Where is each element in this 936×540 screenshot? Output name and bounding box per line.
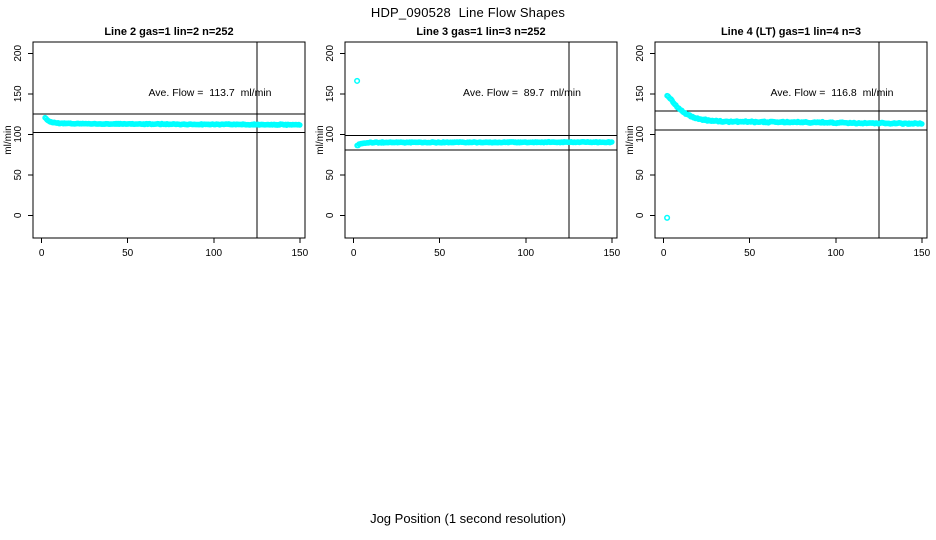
y-tick-label: 0 <box>325 212 336 218</box>
x-tick-label: 50 <box>434 248 446 259</box>
y-tick-label: 0 <box>13 212 24 218</box>
x-tick-label: 100 <box>205 248 222 259</box>
x-axis: 0 50 100 150 <box>351 238 621 259</box>
panel-line-3: Line 3 gas=1 lin=3 n=252 0 50 100 150 0 50 100… <box>312 0 624 290</box>
y-tick-label: 50 <box>325 169 336 181</box>
plot-area: 0 50 100 150 0 50 100 150 200 ml/min <box>625 41 931 259</box>
x-tick-label: 150 <box>603 248 620 259</box>
flow-points <box>354 138 615 149</box>
x-tick-label: 100 <box>827 248 844 259</box>
x-tick-label: 150 <box>291 248 308 259</box>
panel-title: Line 2 gas=1 lin=2 n=252 <box>104 26 234 38</box>
y-axis-title: ml/min <box>3 125 14 154</box>
x-axis-title: Jog Position (1 second resolution) <box>370 511 566 526</box>
y-tick-label: 150 <box>13 85 24 102</box>
plot-box <box>654 41 928 239</box>
y-tick-label: 100 <box>13 126 24 143</box>
x-tick-label: 0 <box>351 248 357 259</box>
y-axis: 0 50 100 150 200 <box>635 45 655 218</box>
x-tick-label: 100 <box>517 248 534 259</box>
figure-title: HDP_090528 Line Flow Shapes <box>370 5 566 20</box>
outlier-point <box>354 77 361 84</box>
y-tick-label: 50 <box>13 169 24 181</box>
y-axis-title: ml/min <box>625 125 636 154</box>
panel-title: Line 3 gas=1 lin=3 n=252 <box>416 26 546 38</box>
y-axis-title: ml/min <box>315 125 326 154</box>
flow-point <box>608 139 615 145</box>
y-tick-label: 200 <box>325 45 336 62</box>
y-tick-label: 200 <box>635 45 646 62</box>
y-tick-label: 200 <box>13 45 24 62</box>
y-tick-label: 150 <box>635 85 646 102</box>
flow-point <box>296 122 303 128</box>
plot-box <box>32 41 306 239</box>
ave-flow-label: Ave. Flow = 116.8 ml/min <box>770 87 894 99</box>
x-tick-label: 150 <box>913 248 930 259</box>
y-axis: 0 50 100 150 200 <box>325 45 345 218</box>
y-tick-label: 0 <box>635 212 646 218</box>
plot-box <box>344 41 618 239</box>
ave-flow-label: Ave. Flow = 89.7 ml/min <box>463 87 581 99</box>
x-axis: 0 50 100 150 <box>39 238 309 259</box>
panel-title: Line 4 (LT) gas=1 lin=4 n=3 <box>720 26 862 38</box>
ave-flow-label: Ave. Flow = 113.7 ml/min <box>148 87 272 99</box>
plot-area: 0 50 100 150 0 50 100 150 200 ml/min <box>315 41 621 259</box>
x-tick-label: 50 <box>744 248 756 259</box>
flow-point <box>918 121 925 127</box>
outlier-point <box>664 214 671 221</box>
flow-points <box>42 114 303 128</box>
x-tick-label: 0 <box>39 248 45 259</box>
panel-line-4: Line 4 (LT) gas=1 lin=4 n=3 0 50 100 150 0 50… <box>622 0 934 290</box>
y-tick-label: 50 <box>635 169 646 181</box>
x-tick-label: 0 <box>661 248 667 259</box>
x-tick-label: 50 <box>122 248 134 259</box>
x-axis: 0 50 100 150 <box>661 238 931 259</box>
panel-line-2: Line 2 gas=1 lin=2 n=252 0 50 100 150 0 50 100… <box>0 0 312 290</box>
plot-area: 0 50 100 150 0 50 100 150 200 ml/min <box>3 41 309 259</box>
y-tick-label: 100 <box>635 126 646 143</box>
y-axis: 0 50 100 150 200 <box>13 45 33 218</box>
y-tick-label: 100 <box>325 126 336 143</box>
y-tick-label: 150 <box>325 85 336 102</box>
flow-points <box>664 92 925 127</box>
